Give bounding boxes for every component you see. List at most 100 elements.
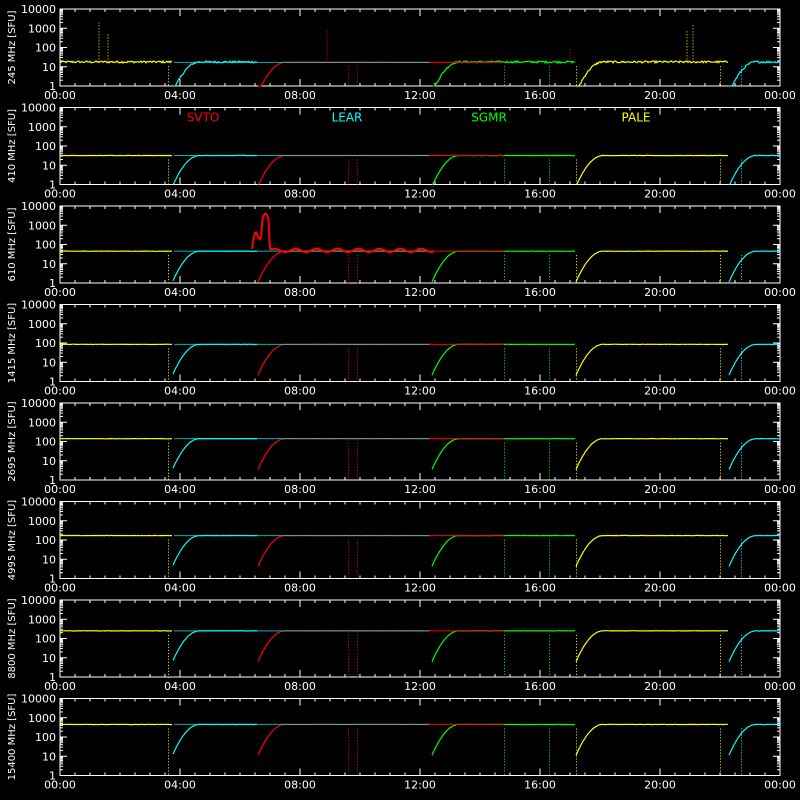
dropout-dot [504, 261, 505, 263]
dropout-dot [720, 649, 721, 651]
dropout-dot [348, 183, 349, 185]
dropout-dot [348, 442, 349, 444]
dropout-dot [576, 637, 577, 639]
dropout-dot [549, 542, 550, 544]
dropout-dot [504, 168, 505, 170]
dropout-dot [720, 366, 721, 368]
dropout-dot [576, 551, 577, 553]
dropout-dot [576, 737, 577, 739]
x-tick-label: 00:00 [764, 483, 796, 496]
dropout-dot [504, 673, 505, 675]
dropout-dot [168, 159, 169, 161]
dropout-dot [168, 770, 169, 772]
x-tick-label: 16:00 [524, 582, 556, 595]
dropout-dot [741, 563, 742, 565]
dropout-dot [549, 749, 550, 751]
dropout-dot [741, 554, 742, 556]
dropout-dot [504, 740, 505, 742]
dropout-dot [504, 273, 505, 275]
dropout-dot [504, 655, 505, 657]
dropout-dot [504, 758, 505, 760]
dropout-dot [549, 351, 550, 353]
panel-frame [59, 698, 781, 776]
dropout-dot [576, 743, 577, 745]
dropout-dot [576, 734, 577, 736]
dropout-dot [549, 177, 550, 179]
series-line-svto [257, 154, 432, 186]
dropout-dot [348, 351, 349, 353]
dropout-dot [504, 670, 505, 672]
dropout-dot [549, 165, 550, 167]
series-line-lear [728, 630, 781, 662]
dropout-dot [741, 279, 742, 281]
dropout-dot [741, 81, 742, 83]
dropout-dot [741, 372, 742, 374]
dropout-dot [348, 354, 349, 356]
y-tick-label: 1000 [28, 416, 56, 429]
dropout-dot [549, 445, 550, 447]
dropout-dot [504, 369, 505, 371]
x-tick-label: 20:00 [644, 582, 676, 595]
y-tick-label: 1000 [28, 121, 56, 134]
dropout-dot [504, 773, 505, 775]
dropout-dot [348, 460, 349, 462]
dropout-dot [576, 749, 577, 751]
y-axis-label: 610 MHz [SFU] [7, 207, 18, 281]
dropout-dot [720, 764, 721, 766]
dropout-dot [720, 539, 721, 541]
dropout-dot [576, 673, 577, 675]
dropout-dot [357, 770, 358, 772]
dropout-dot [549, 661, 550, 663]
x-tick-label: 16:00 [524, 680, 556, 693]
dropout-dot [168, 282, 169, 284]
dropout-dot [504, 743, 505, 745]
dropout-dot [741, 575, 742, 577]
dropout-dot [357, 460, 358, 462]
dropout-dot [576, 758, 577, 760]
dropout-dot [576, 670, 577, 672]
dropout-dot [168, 664, 169, 666]
x-tick-label: 04:00 [164, 680, 196, 693]
dropout-dot [357, 375, 358, 377]
dropout-dot [741, 649, 742, 651]
dropout-dot [549, 563, 550, 565]
dropout-dot [357, 255, 358, 257]
dropout-dot [357, 728, 358, 730]
dropout-dot [348, 375, 349, 377]
dropout-dot [549, 560, 550, 562]
dropout-dot [741, 737, 742, 739]
dropout-dot [357, 273, 358, 275]
y-tick-label: 100 [35, 337, 56, 350]
dropout-dot [504, 354, 505, 356]
dropout-dot [348, 749, 349, 751]
dropout-dot [576, 258, 577, 260]
dropout-dot [720, 652, 721, 654]
dropout-dot [720, 174, 721, 176]
dropout-dot [549, 752, 550, 754]
dropout-dot [168, 652, 169, 654]
series-line-lear [728, 250, 781, 283]
series-line-pale [575, 534, 729, 567]
y-tick-label: 1 [49, 277, 56, 290]
x-tick-label: 08:00 [284, 483, 316, 496]
series-line-svto [257, 437, 432, 470]
dropout-dot [348, 369, 349, 371]
dropout-dot [549, 273, 550, 275]
dropout-dot [504, 548, 505, 550]
dropout-dot [348, 548, 349, 550]
dropout-dot [348, 667, 349, 669]
dropout-dot [504, 731, 505, 733]
dropout-dot [576, 78, 577, 80]
series-line-svto [257, 630, 432, 662]
dropout-dot [348, 273, 349, 275]
dropout-dot [357, 661, 358, 663]
dropout-dot [504, 466, 505, 468]
dropout-dot [741, 258, 742, 260]
dropout-dot [720, 466, 721, 468]
dropout-dot [357, 360, 358, 362]
dropout-dot [549, 180, 550, 182]
dropout-dot [576, 270, 577, 272]
y-axis-label: 245 MHz [SFU] [7, 10, 18, 84]
dropout-dot [576, 375, 577, 377]
dropout-dot [741, 75, 742, 77]
